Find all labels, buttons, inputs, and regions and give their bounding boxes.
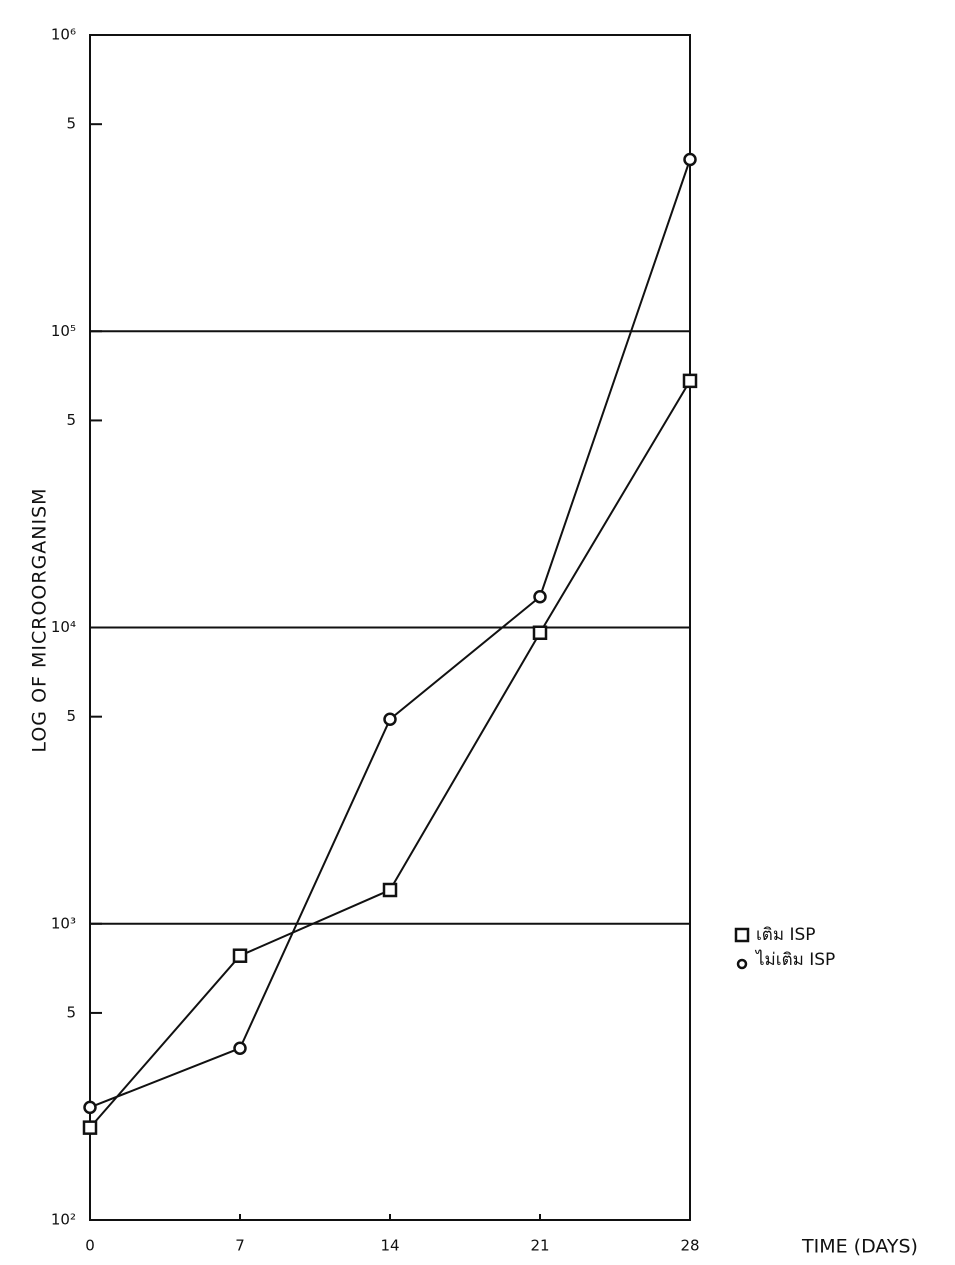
x-tick-label: 14: [380, 1237, 399, 1255]
point: [235, 1043, 246, 1054]
x-axis-label: TIME (DAYS): [801, 1236, 918, 1258]
y-tick-label: 10⁶: [51, 26, 76, 44]
point: [685, 154, 696, 165]
x-tick-label: 21: [530, 1237, 549, 1255]
x-tick-label: 0: [85, 1237, 95, 1255]
y-axis-label: LOG OF MICROORGANISM: [29, 487, 51, 752]
y-tick-label: 5: [66, 1003, 76, 1021]
y-tick-label: 10⁵: [51, 322, 76, 340]
y-tick-label: 5: [66, 411, 76, 429]
series-line: [90, 381, 690, 1128]
point: [534, 627, 546, 639]
y-tick-label: 10³: [51, 914, 76, 932]
legend-label: เติม ISP: [756, 925, 816, 945]
point: [384, 884, 396, 896]
legend-marker: [736, 929, 748, 941]
point: [85, 1102, 96, 1113]
point: [234, 950, 246, 962]
point: [535, 591, 546, 602]
y-tick-label: 5: [66, 115, 76, 133]
point: [385, 714, 396, 725]
legend-marker: [738, 960, 746, 968]
y-tick-label: 10⁴: [51, 618, 76, 636]
legend-label: ไม่เติม ISP: [754, 949, 835, 970]
y-tick-label: 10²: [51, 1211, 76, 1229]
point: [84, 1122, 96, 1134]
y-tick-label: 5: [66, 707, 76, 725]
chart: LOG OF MICROORGANISM TIME (DAYS) 10² 5 10³…: [0, 0, 955, 1265]
point: [684, 375, 696, 387]
series-line: [90, 159, 690, 1107]
x-tick-label: 28: [680, 1237, 699, 1255]
x-tick-label: 7: [235, 1237, 245, 1255]
